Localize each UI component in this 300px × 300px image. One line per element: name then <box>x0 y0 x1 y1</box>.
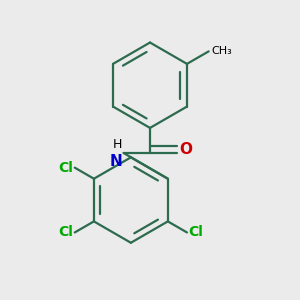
Text: Cl: Cl <box>58 225 73 239</box>
Text: O: O <box>179 142 192 157</box>
Text: Cl: Cl <box>188 225 203 239</box>
Text: Cl: Cl <box>58 161 73 175</box>
Text: CH₃: CH₃ <box>211 46 232 56</box>
Text: H: H <box>113 139 122 152</box>
Text: N: N <box>109 154 122 169</box>
